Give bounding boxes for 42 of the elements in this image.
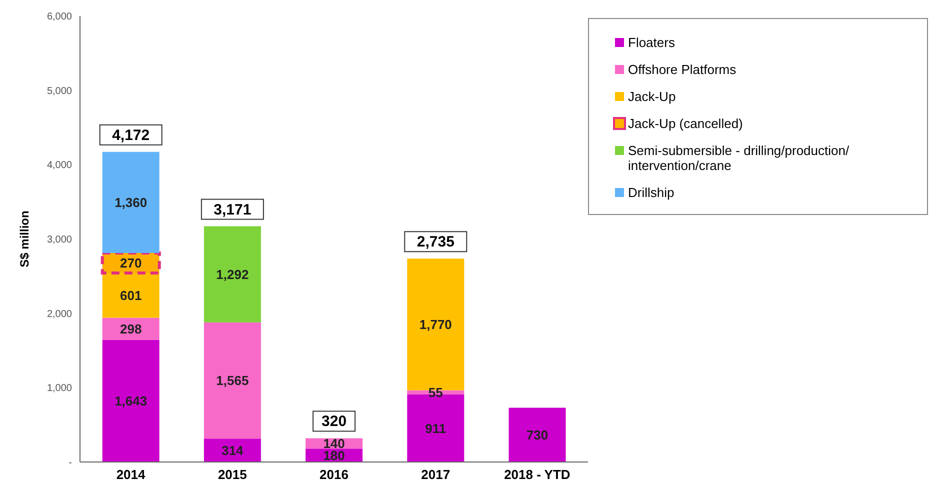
y-tick-label: - [68,458,72,469]
x-tick-label: 2017 [421,467,450,482]
legend-label: Semi-submersible - drilling/production/ intervention/crane [628,143,850,173]
y-tick-label: 2,000 [46,308,72,320]
x-tick-label: 2018 - YTD [504,467,570,482]
y-axis-title: S$ million [17,210,32,268]
total-label: 3,171 [214,201,252,218]
data-label: 601 [120,288,142,303]
data-label: 1,360 [114,195,148,210]
bar [102,152,160,253]
legend-label: Offshore Platforms [628,62,736,77]
bar [508,408,566,462]
bar [102,340,160,462]
bar [204,226,261,322]
x-tick-label: 2015 [218,467,247,482]
data-label: 270 [120,256,142,271]
data-label: 1,643 [114,394,148,409]
bar [204,322,261,439]
data-label: 1,770 [419,317,452,332]
bar [102,318,160,340]
data-label: 730 [526,427,548,442]
data-label: 298 [120,321,142,336]
data-label: 1,292 [216,266,249,282]
y-tick-label: 6,000 [46,12,72,23]
y-tick-label: 5,000 [46,86,72,97]
legend-label: Jack-Up [628,89,676,104]
y-tick-label: 3,000 [46,234,72,246]
bar [204,438,261,462]
y-tick-label: 1,000 [46,383,72,394]
legend-label: Jack-Up (cancelled) [628,116,743,131]
x-tick-label: 2014 [116,467,146,482]
data-label: 314 [222,442,244,458]
data-label: 1,565 [216,373,249,388]
total-label: 4,172 [112,126,150,144]
x-tick-label: 2016 [320,467,348,482]
data-label: 911 [425,420,446,436]
total-label: 2,735 [416,234,454,251]
y-tick-label: 4,000 [46,160,72,172]
total-label: 320 [322,413,347,430]
legend-label: Floaters [628,35,675,50]
legend-label: Drillship [628,185,674,200]
bar [102,273,160,318]
